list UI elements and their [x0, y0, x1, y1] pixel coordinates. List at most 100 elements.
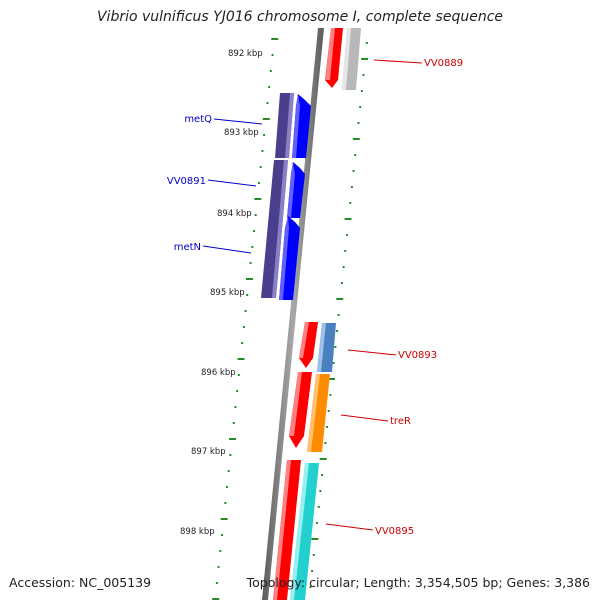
- tick-minor: [337, 314, 340, 316]
- tick-minor: [246, 294, 249, 296]
- tick-minor: [227, 470, 230, 472]
- gene-label-VV0895: VV0895: [375, 526, 414, 537]
- tick-minor: [251, 246, 254, 248]
- tick-minor: [268, 86, 271, 88]
- cog-VV0893-highlight: [317, 323, 326, 372]
- leader-VV0893: [347, 349, 397, 356]
- gene-metQ-arrow: [292, 94, 311, 158]
- cog-metQ-highlight: [285, 93, 294, 158]
- accession-label: Accession: NC_005139: [9, 575, 152, 590]
- tick-minor: [312, 554, 315, 556]
- tick-minor: [244, 310, 247, 312]
- tick-major: [319, 458, 327, 460]
- tick-major: [220, 518, 228, 520]
- tick-minor: [224, 502, 227, 504]
- tick-minor: [359, 106, 362, 108]
- tick-minor: [316, 522, 319, 524]
- gene-label-VV0891: VV0891: [167, 176, 206, 187]
- tick-minor: [269, 70, 272, 72]
- tick-major: [336, 298, 344, 300]
- leader-VV0891: [207, 179, 257, 187]
- tick-major: [352, 138, 360, 140]
- tick-minor: [327, 410, 330, 412]
- gene-VV0891-arrow: [287, 162, 305, 218]
- tick-minor: [261, 150, 264, 152]
- tick-major: [271, 38, 279, 40]
- tick-minor: [252, 230, 255, 232]
- gene-label-treR: treR: [390, 416, 411, 427]
- tick-major: [237, 358, 245, 360]
- scale-label-893: 893 kbp: [224, 128, 259, 138]
- tick-minor: [350, 186, 353, 188]
- tick-major: [229, 438, 237, 440]
- tick-minor: [332, 362, 335, 364]
- topology-label: Topology: circular; Length: 3,354,505 bp…: [246, 575, 590, 590]
- tick-minor: [249, 262, 252, 264]
- tick-major: [254, 198, 262, 200]
- tick-minor: [226, 486, 229, 488]
- tick-minor: [335, 330, 338, 332]
- tick-minor: [263, 134, 266, 136]
- cog-treR-highlight: [307, 374, 320, 452]
- tick-minor: [352, 170, 355, 172]
- gene-VV0893-arrow: [299, 322, 318, 368]
- leader-VV0895: [325, 523, 374, 531]
- gene-VV0889-arrow: [325, 28, 343, 88]
- tick-minor: [344, 250, 347, 252]
- scale-label-894: 894 kbp: [217, 209, 252, 219]
- gene-label-VV0893: VV0893: [398, 350, 437, 361]
- tick-minor: [241, 342, 244, 344]
- leader-VV0889: [373, 59, 423, 64]
- tick-major: [262, 118, 270, 120]
- tick-minor: [242, 326, 245, 328]
- tick-minor: [324, 442, 327, 444]
- tick-minor: [354, 154, 357, 156]
- leader-metQ: [213, 118, 263, 125]
- tick-minor: [362, 74, 365, 76]
- tick-minor: [232, 422, 235, 424]
- gene-label-VV0889: VV0889: [424, 58, 463, 69]
- tick-minor: [319, 490, 322, 492]
- tick-minor: [271, 54, 274, 56]
- tick-major: [327, 378, 335, 380]
- gene-treR-arrow: [289, 372, 312, 448]
- scale-label-892: 892 kbp: [228, 49, 263, 59]
- tick-minor: [217, 566, 220, 568]
- tick-minor: [219, 550, 222, 552]
- tick-minor: [215, 582, 218, 584]
- tick-minor: [349, 202, 352, 204]
- gene-label-metN: metN: [174, 242, 201, 253]
- tick-major: [344, 218, 352, 220]
- map-title: Vibrio vulnificus YJ016 chromosome I, co…: [96, 9, 504, 25]
- tick-minor: [259, 166, 262, 168]
- tick-minor: [334, 346, 337, 348]
- tick-major: [212, 598, 220, 600]
- tick-minor: [220, 534, 223, 536]
- tick-minor: [266, 102, 269, 104]
- leader-treR: [340, 414, 389, 422]
- tick-major: [361, 58, 369, 60]
- tick-minor: [229, 454, 232, 456]
- tick-minor: [258, 182, 261, 184]
- cog-VV0889-highlight: [342, 28, 351, 90]
- cog-VV0895-highlight: [290, 463, 309, 600]
- tick-major: [245, 278, 253, 280]
- genome-backbone: [262, 28, 324, 600]
- gene-label-metQ: metQ: [184, 114, 212, 125]
- tick-minor: [311, 570, 314, 572]
- tick-major: [311, 538, 319, 540]
- tick-minor: [254, 214, 257, 216]
- scale-label-897: 897 kbp: [191, 447, 226, 457]
- tick-minor: [321, 474, 324, 476]
- tick-minor: [309, 586, 312, 588]
- leader-metN: [202, 245, 252, 254]
- tick-minor: [340, 282, 343, 284]
- tick-minor: [237, 374, 240, 376]
- gene-metN-arrow: [279, 216, 300, 300]
- scale-label-895: 895 kbp: [210, 288, 245, 298]
- tick-minor: [342, 266, 345, 268]
- tick-minor: [345, 234, 348, 236]
- tick-minor: [317, 506, 320, 508]
